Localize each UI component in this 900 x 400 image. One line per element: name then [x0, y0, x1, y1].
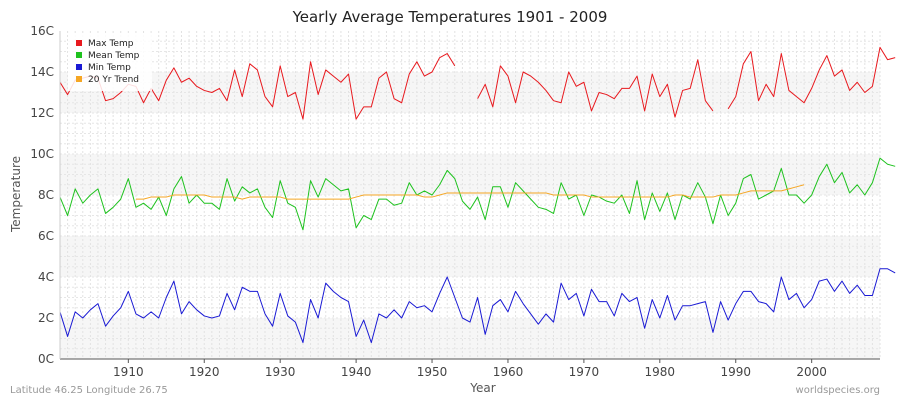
axes: 0C 2C 4C 6C 8C 10C 12C 14C 16C 1910 1920 1930 1940 19…: [30, 24, 880, 379]
series-line: [727, 46, 896, 110]
x-tick-label: 1910: [113, 365, 144, 379]
legend: Max Temp Mean Temp Min Temp 20 Yr Trend: [68, 35, 152, 91]
y-axis-label: Temperature: [9, 156, 23, 233]
legend-swatch: [76, 40, 82, 46]
series-line: [135, 184, 805, 200]
series-layer: [59, 46, 896, 344]
y-tick-label: 12C: [30, 106, 54, 120]
y-tick-label: 4C: [38, 270, 54, 284]
x-tick-label: 1970: [569, 365, 600, 379]
y-tick-label: 0C: [38, 352, 54, 366]
x-tick-label: 1980: [645, 365, 676, 379]
y-tick-label: 10C: [30, 147, 54, 161]
y-tick-label: 6C: [38, 229, 54, 243]
x-tick-label: 1960: [493, 365, 524, 379]
legend-swatch: [76, 64, 82, 70]
legend-label: Max Temp: [88, 39, 134, 49]
y-tick-label: 8C: [38, 188, 54, 202]
series-line: [477, 59, 714, 118]
legend-swatch: [76, 52, 82, 58]
legend-label: Min Temp: [88, 63, 131, 73]
x-tick-label: 2000: [796, 365, 827, 379]
legend-swatch: [76, 76, 82, 82]
y-tick-label: 14C: [30, 65, 54, 79]
x-tick-label: 1920: [189, 365, 220, 379]
footer-coordinates: Latitude 46.25 Longitude 26.75: [10, 385, 168, 396]
x-axis-label: Year: [469, 381, 495, 395]
series-line: [59, 268, 896, 344]
chart-title: Yearly Average Temperatures 1901 - 2009: [292, 8, 608, 26]
x-tick-label: 1940: [341, 365, 372, 379]
series-20-yr-trend: [135, 184, 805, 200]
footer-source: worldspecies.org: [796, 385, 880, 396]
y-tick-label: 2C: [38, 311, 54, 325]
x-tick-label: 1990: [720, 365, 751, 379]
series-min-temp: [59, 268, 896, 344]
legend-label: Mean Temp: [88, 51, 140, 61]
x-tick-label: 1930: [265, 365, 296, 379]
legend-label: 20 Yr Trend: [88, 75, 139, 85]
x-tick-label: 1950: [417, 365, 448, 379]
y-tick-label: 16C: [30, 24, 54, 38]
